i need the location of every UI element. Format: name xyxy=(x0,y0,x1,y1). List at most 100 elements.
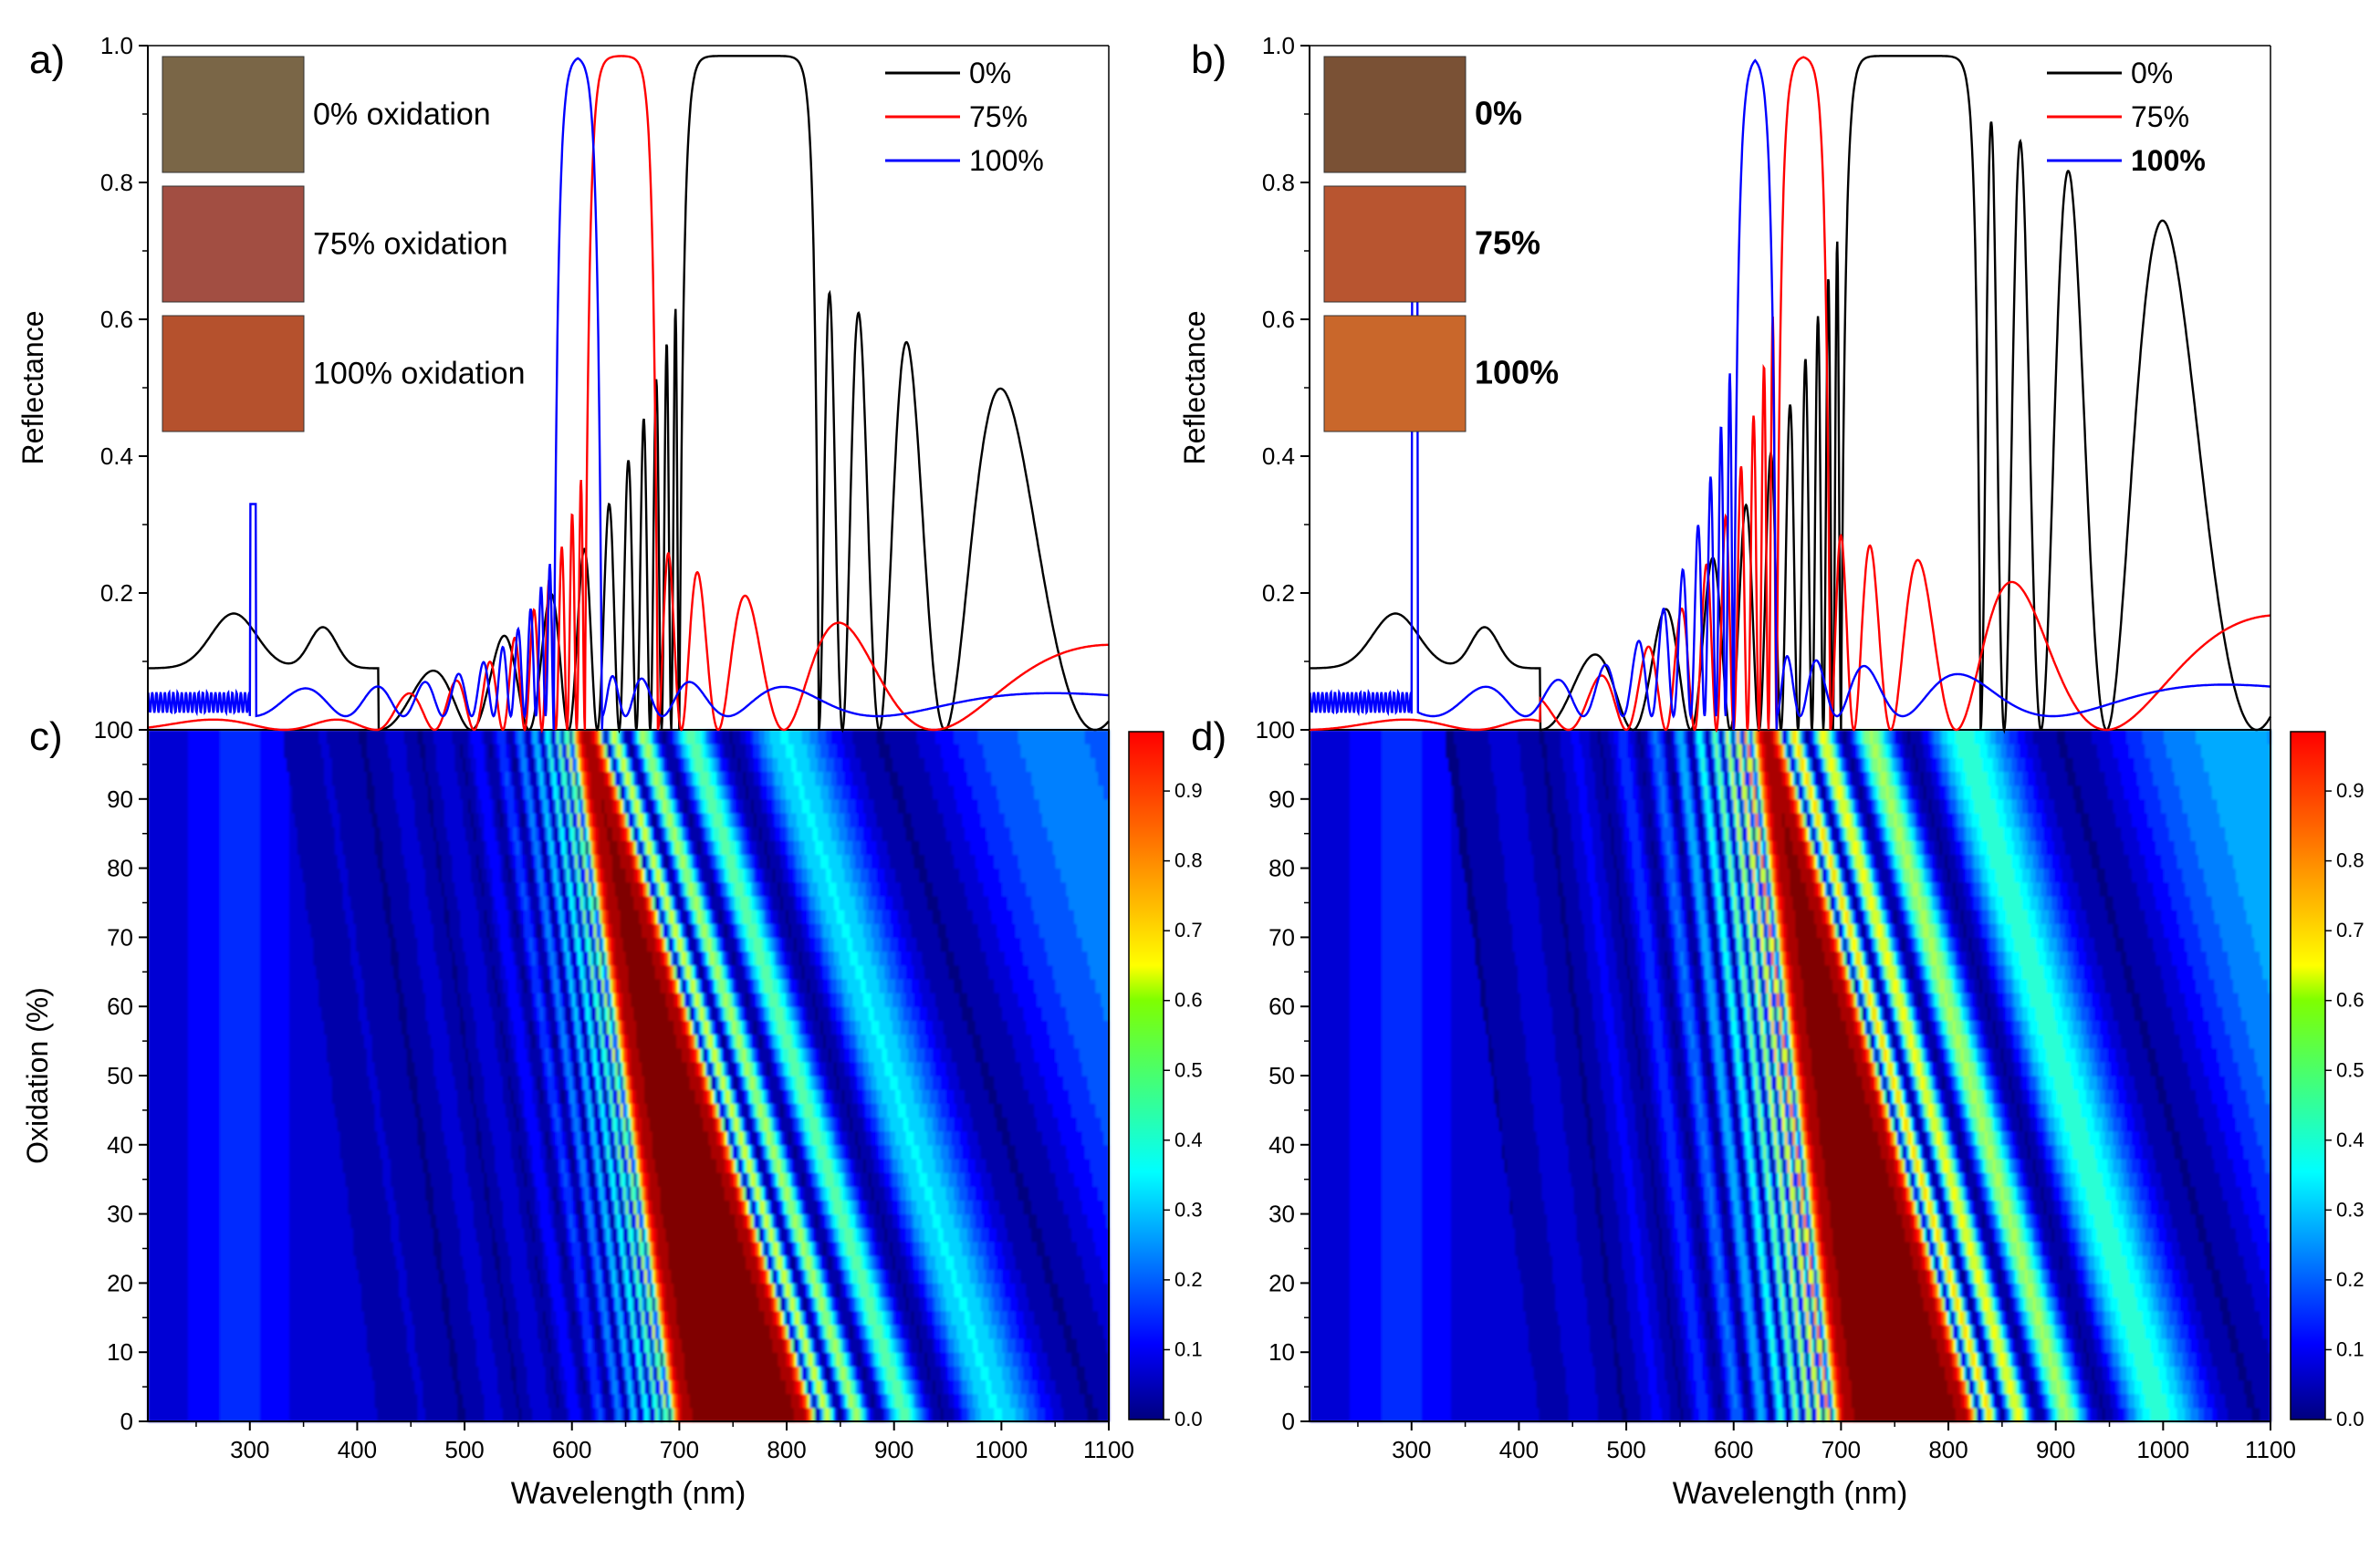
legend-label-a-0: 0% xyxy=(969,57,1011,89)
y-axis-label-c: Oxidation (%) xyxy=(21,987,54,1164)
y-tick-label-b: 1.0 xyxy=(1262,32,1295,59)
y-tick-label-c: 80 xyxy=(107,855,133,882)
y-axis-label-a: Reflectance xyxy=(16,311,49,465)
x-axis-label-d: Wavelength (nm) xyxy=(1673,1476,1908,1511)
colorbar-tick-label-d: 0.0 xyxy=(2336,1408,2364,1430)
x-tick-label-d: 400 xyxy=(1499,1436,1539,1463)
colorbar-c xyxy=(1128,731,1164,1420)
panel-label-a: a) xyxy=(29,37,65,82)
swatch-label-a-0: 0% oxidation xyxy=(313,98,491,132)
heatmap-cells-c xyxy=(148,730,1110,1422)
series-line-b-2 xyxy=(1309,58,2271,731)
panel-c: 300 400 500 600 700 800 900 1000 1100 0 10 20 30 40 50… xyxy=(21,714,1203,1511)
color-swatch-a-1 xyxy=(162,185,305,303)
y-tick-label-d: 40 xyxy=(1268,1131,1295,1159)
y-tick-label-c: 70 xyxy=(107,923,133,951)
legend-label-b-0: 0% xyxy=(2131,57,2173,89)
y-tick-label-c: 40 xyxy=(107,1131,133,1159)
y-tick-label-d: 60 xyxy=(1268,993,1295,1020)
y-tick-label-a: 0.4 xyxy=(100,442,133,470)
series-line-b-1 xyxy=(1310,56,2270,733)
y-tick-label-a: 1.0 xyxy=(100,32,133,59)
colorbar-tick-label-c: 0.7 xyxy=(1174,919,1203,941)
panel-label-d: d) xyxy=(1191,714,1227,759)
color-swatch-a-0 xyxy=(162,56,305,173)
x-tick-label-d: 1100 xyxy=(2245,1436,2296,1463)
y-tick-label-a: 0.8 xyxy=(100,169,133,196)
colorbar-tick-label-c: 0.0 xyxy=(1174,1408,1203,1430)
legend-label-b-2: 100% xyxy=(2131,144,2206,177)
x-tick-label-c: 300 xyxy=(230,1436,269,1463)
colorbar-tick-label-c: 0.9 xyxy=(1174,779,1203,802)
colorbar-tick-label-d: 0.1 xyxy=(2336,1337,2364,1360)
y-tick-label-d: 0 xyxy=(1282,1408,1295,1435)
swatch-label-a-1: 75% oxidation xyxy=(313,227,508,262)
panel-label-b: b) xyxy=(1191,37,1227,82)
x-tick-label-c: 1100 xyxy=(1083,1436,1134,1463)
x-tick-label-c: 1000 xyxy=(975,1436,1028,1463)
x-tick-label-c: 600 xyxy=(552,1436,591,1463)
y-tick-label-c: 50 xyxy=(107,1062,133,1089)
x-tick-label-d: 900 xyxy=(2036,1436,2075,1463)
x-tick-label-d: 700 xyxy=(1822,1436,1861,1463)
y-tick-label-c: 20 xyxy=(107,1269,133,1296)
colorbar-tick-label-d: 0.8 xyxy=(2336,849,2364,872)
x-tick-label-c: 700 xyxy=(660,1436,699,1463)
panel-b: 0.2 0.4 0.6 0.8 1.0 Reflectance b) 0% 75% 100% 0% 7… xyxy=(1178,32,2272,734)
y-tick-label-c: 30 xyxy=(107,1201,133,1228)
x-tick-label-c: 500 xyxy=(444,1436,484,1463)
x-tick-label-d: 1000 xyxy=(2136,1436,2189,1463)
y-tick-label-d: 50 xyxy=(1268,1062,1295,1089)
series-line-a-1 xyxy=(147,55,1109,733)
y-tick-label-c: 10 xyxy=(107,1338,133,1366)
series-line-a-2 xyxy=(147,57,1110,731)
x-tick-label-d: 500 xyxy=(1606,1436,1645,1463)
colorbar-tick-label-c: 0.2 xyxy=(1174,1268,1203,1291)
swatch-label-b-1: 75% xyxy=(1475,224,1540,262)
y-tick-label-b: 0.6 xyxy=(1262,306,1295,333)
panel-a: 0.2 0.4 0.6 0.8 1.0 Reflectance a) 0% oxidation… xyxy=(16,32,1110,734)
y-tick-label-d: 10 xyxy=(1268,1338,1295,1366)
y-tick-label-a: 0.2 xyxy=(100,579,133,607)
panel-d: 300 400 500 600 700 800 900 1000 1100 0 10 20 30 40 50… xyxy=(1191,714,2364,1511)
y-tick-label-c: 100 xyxy=(94,716,133,744)
series-line-a-0 xyxy=(147,55,1110,734)
colorbar-tick-label-d: 0.3 xyxy=(2336,1198,2364,1221)
x-tick-label-d: 600 xyxy=(1714,1436,1753,1463)
color-swatch-a-2 xyxy=(162,315,305,432)
y-tick-label-b: 0.4 xyxy=(1262,442,1295,470)
color-swatch-b-2 xyxy=(1323,315,1467,432)
colorbar-tick-label-c: 0.8 xyxy=(1174,849,1203,872)
colorbar-tick-label-c: 0.3 xyxy=(1174,1198,1203,1221)
colorbar-d xyxy=(2290,731,2326,1420)
y-tick-label-d: 70 xyxy=(1268,923,1295,951)
legend-label-a-2: 100% xyxy=(969,144,1044,177)
x-tick-label-d: 800 xyxy=(1928,1436,1968,1463)
color-swatch-b-0 xyxy=(1323,56,1467,173)
colorbar-tick-label-c: 0.1 xyxy=(1174,1337,1203,1360)
legend-label-a-1: 75% xyxy=(969,100,1028,133)
heatmap-cells-d xyxy=(1310,730,2271,1422)
swatch-label-b-2: 100% xyxy=(1475,354,1559,391)
y-tick-label-a: 0.6 xyxy=(100,306,133,333)
colorbar-tick-label-d: 0.4 xyxy=(2336,1129,2364,1151)
swatch-label-a-2: 100% oxidation xyxy=(313,357,526,391)
colorbar-tick-label-d: 0.5 xyxy=(2336,1058,2364,1081)
swatch-label-b-0: 0% xyxy=(1475,95,1522,132)
color-swatch-b-1 xyxy=(1323,185,1467,303)
y-tick-label-b: 0.8 xyxy=(1262,169,1295,196)
y-tick-label-c: 0 xyxy=(120,1408,133,1435)
y-tick-label-c: 60 xyxy=(107,993,133,1020)
legend-label-b-1: 75% xyxy=(2131,100,2189,133)
colorbar-tick-label-d: 0.2 xyxy=(2336,1268,2364,1291)
y-tick-label-b: 0.2 xyxy=(1262,579,1295,607)
y-tick-label-d: 100 xyxy=(1256,716,1295,744)
x-tick-label-c: 800 xyxy=(767,1436,806,1463)
colorbar-tick-label-d: 0.7 xyxy=(2336,919,2364,941)
y-tick-label-d: 80 xyxy=(1268,855,1295,882)
y-tick-label-d: 20 xyxy=(1268,1269,1295,1296)
y-tick-label-c: 90 xyxy=(107,785,133,813)
y-tick-label-d: 90 xyxy=(1268,785,1295,813)
series-line-b-0 xyxy=(1309,55,2272,734)
